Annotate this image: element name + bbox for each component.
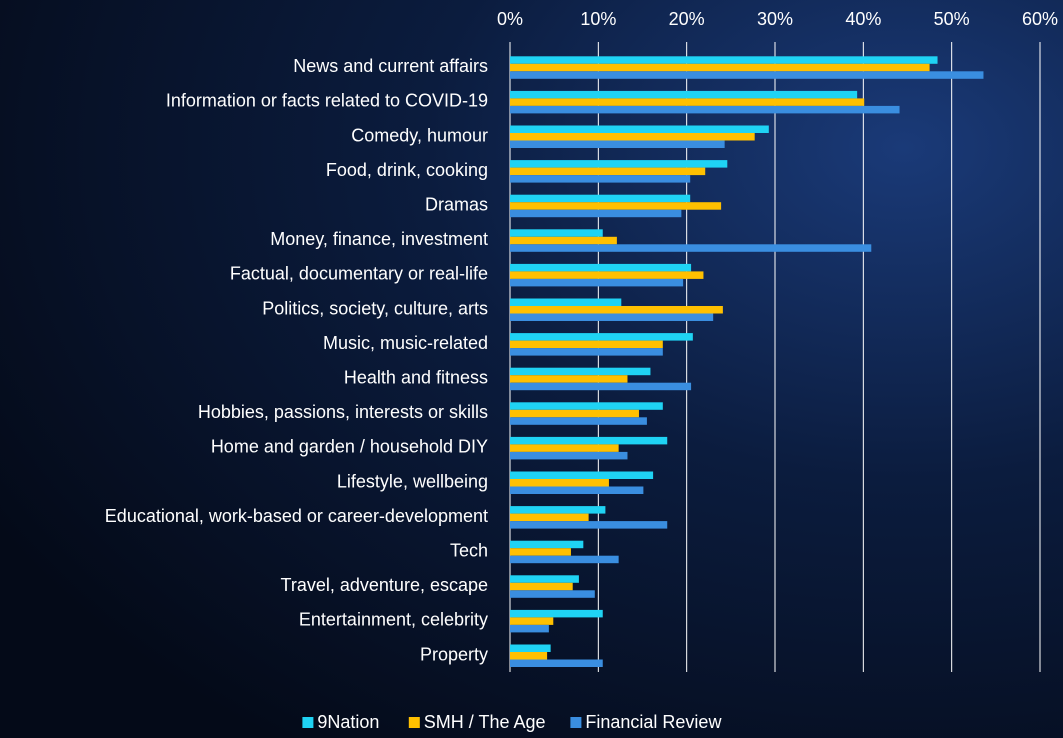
legend-swatch <box>408 717 420 728</box>
bar <box>510 298 622 306</box>
bar <box>510 333 693 341</box>
bar <box>510 486 644 494</box>
bar <box>510 624 549 633</box>
bar <box>510 140 725 148</box>
bar <box>510 271 704 279</box>
bar <box>510 540 584 549</box>
bar <box>510 229 603 237</box>
bar <box>510 194 691 203</box>
x-tick-label: 40% <box>845 9 881 29</box>
x-tick-label: 20% <box>669 9 705 29</box>
bar <box>510 348 663 356</box>
bar <box>510 367 651 376</box>
legend-swatch <box>570 717 582 728</box>
y-tick-label: Travel, adventure, escape <box>281 575 488 595</box>
y-tick-label: Health and fitness <box>344 367 488 387</box>
bar <box>510 202 722 210</box>
y-tick-label: Entertainment, celebrity <box>299 610 488 630</box>
legend-swatch <box>302 717 314 728</box>
bar <box>510 133 755 141</box>
bar <box>510 506 606 514</box>
bar <box>510 306 723 314</box>
x-tick-label: 50% <box>934 9 970 29</box>
bar <box>510 56 938 64</box>
bar <box>510 417 647 425</box>
bar <box>510 244 872 252</box>
x-tick-label: 0% <box>497 9 523 29</box>
bar <box>510 175 691 183</box>
legend-label: SMH / The Age <box>424 712 546 732</box>
bar <box>510 521 668 529</box>
bar <box>510 375 628 383</box>
bar <box>510 236 617 245</box>
y-tick-label: Home and garden / household DIY <box>211 437 488 457</box>
bar <box>510 617 554 625</box>
bar <box>510 555 619 564</box>
bar <box>510 209 682 218</box>
y-tick-label: Food, drink, cooking <box>326 160 488 180</box>
bar <box>510 451 628 460</box>
bar <box>510 63 930 72</box>
y-tick-label: Dramas <box>425 194 488 214</box>
y-tick-label: Property <box>420 644 488 664</box>
legend-label: 9Nation <box>317 712 379 732</box>
y-tick-label: Information or facts related to COVID-19 <box>166 91 488 111</box>
bar <box>510 167 706 176</box>
bar <box>510 652 548 660</box>
bar <box>510 313 714 321</box>
bar <box>510 90 858 99</box>
y-tick-label: Tech <box>450 540 488 560</box>
bar <box>510 340 663 349</box>
bar <box>510 278 684 287</box>
bar <box>510 659 603 667</box>
bar <box>510 402 663 410</box>
bar <box>510 590 595 598</box>
bar <box>510 479 609 487</box>
bar <box>510 409 639 418</box>
bar <box>510 105 900 114</box>
bar <box>510 436 668 445</box>
bar <box>510 471 654 479</box>
x-tick-label: 10% <box>580 9 616 29</box>
bar <box>510 582 573 591</box>
bar <box>510 71 984 79</box>
bar <box>510 644 551 652</box>
y-tick-label: Factual, documentary or real-life <box>230 264 488 284</box>
bar <box>510 548 571 556</box>
y-tick-label: Comedy, humour <box>351 125 488 145</box>
legend-label: Financial Review <box>585 712 722 732</box>
y-tick-label: Educational, work-based or career-develo… <box>105 506 488 526</box>
y-tick-label: Lifestyle, wellbeing <box>337 471 488 491</box>
bar <box>510 263 692 272</box>
bar <box>510 609 603 618</box>
bar <box>510 575 579 583</box>
bar <box>510 513 589 522</box>
bar <box>510 160 728 168</box>
y-tick-label: Money, finance, investment <box>270 229 488 249</box>
y-tick-label: Politics, society, culture, arts <box>262 298 488 318</box>
y-tick-label: Music, music-related <box>323 333 488 353</box>
bar <box>510 98 865 106</box>
y-tick-label: News and current affairs <box>293 56 488 76</box>
bar <box>510 444 619 452</box>
bar <box>510 382 692 391</box>
x-tick-label: 60% <box>1022 9 1058 29</box>
y-tick-label: Hobbies, passions, interests or skills <box>198 402 488 422</box>
bar <box>510 125 769 133</box>
x-tick-label: 30% <box>757 9 793 29</box>
